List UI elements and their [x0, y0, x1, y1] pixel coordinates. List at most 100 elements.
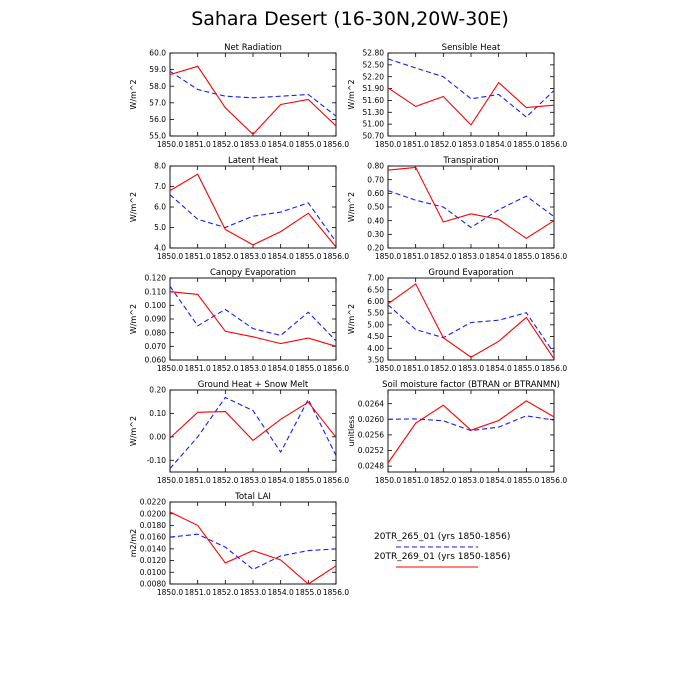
canopy-evaporation-series-20tr-265-01: [169, 285, 337, 342]
sensible-heat-y-tick-label: 51.30: [363, 108, 385, 117]
net-radiation-plot-frame: [169, 52, 337, 137]
ground-heat-snow-melt-title: Ground Heat + Snow Melt: [198, 380, 309, 390]
soil-moisture-factor-btran-or-btranmn-series-20tr-265-01: [387, 415, 555, 432]
chart-panel-ground-heat-snow-melt: Ground Heat + Snow Melt W/m^2 1850.0 1851.0…: [129, 380, 349, 485]
ground-heat-snow-melt-x-tick-label: 1856.0: [323, 476, 349, 485]
ground-evaporation-x-tick-label: 1855.0: [513, 364, 539, 373]
latent-heat-y-tick-label: 5.0: [154, 223, 166, 232]
transpiration-x-tick-label: 1851.0: [403, 252, 429, 261]
ground-heat-snow-melt-x-tick-label: 1852.0: [212, 476, 238, 485]
total-lai-title: Total LAI: [234, 492, 271, 502]
total-lai-y-tick-label: 0.0160: [140, 533, 166, 542]
latent-heat-x-tick-label: 1856.0: [323, 252, 349, 261]
canopy-evaporation-x-tick-label: 1852.0: [212, 364, 238, 373]
sensible-heat-y-tick-label: 51.60: [363, 96, 385, 105]
transpiration-series-20tr-269-01: [387, 166, 555, 240]
canopy-evaporation-y-tick-label: 0.110: [145, 287, 167, 296]
canopy-evaporation-series-20tr-269-01: [169, 291, 337, 347]
transpiration-x-tick-label: 1856.0: [541, 252, 567, 261]
soil-moisture-factor-btran-or-btranmn-x-tick-label: 1850.0: [375, 476, 401, 485]
ground-heat-snow-melt-plot-frame: [169, 389, 337, 473]
ground-evaporation-ylabel: W/m^2: [347, 304, 356, 334]
net-radiation-x-tick-label: 1850.0: [157, 140, 183, 149]
total-lai-y-tick-label: 0.0200: [140, 509, 166, 518]
ground-heat-snow-melt-y-tick-label: 0.00: [149, 432, 166, 441]
net-radiation-x-tick-label: 1851.0: [185, 140, 211, 149]
ground-heat-snow-melt-y-tick-label: 0.10: [149, 409, 166, 418]
net-radiation-x-tick-label: 1853.0: [240, 140, 266, 149]
latent-heat-x-tick-label: 1851.0: [185, 252, 211, 261]
transpiration-y-tick-label: 0.60: [367, 189, 384, 198]
ground-evaporation-y-tick-label: 4.50: [367, 332, 384, 341]
canopy-evaporation-y-tick-label: 0.090: [145, 315, 167, 324]
latent-heat-y-tick-label: 8.0: [154, 162, 166, 171]
legend-label-20tr-269-01-yrs-1850-1856: 20TR_269_01 (yrs 1850-1856): [374, 552, 510, 562]
net-radiation-x-tick-label: 1856.0: [323, 140, 349, 149]
latent-heat-x-tick-label: 1855.0: [295, 252, 321, 261]
sensible-heat-y-tick-label: 51.90: [363, 84, 385, 93]
ground-evaporation-y-tick-label: 6.00: [367, 297, 384, 306]
sensible-heat-series-20tr-269-01: [387, 81, 555, 126]
chart-panel-ground-evaporation: Ground Evaporation W/m^2 1850.0 1851.0 1852.…: [347, 268, 567, 373]
total-lai-y-tick-label: 0.0140: [140, 544, 166, 553]
sensible-heat-x-tick-label: 1850.0: [375, 140, 401, 149]
total-lai-x-tick-label: 1852.0: [212, 588, 238, 597]
sensible-heat-ylabel: W/m^2: [347, 79, 356, 109]
ground-evaporation-y-tick-label: 6.50: [367, 285, 384, 294]
ground-evaporation-y-tick-label: 5.00: [367, 320, 384, 329]
canopy-evaporation-y-tick-label: 0.060: [145, 356, 167, 365]
net-radiation-y-tick-label: 58.0: [149, 82, 166, 91]
chart-legend: 20TR_265_01 (yrs 1850-1856) 20TR_269_01 (…: [374, 532, 510, 568]
latent-heat-plot-frame: [169, 165, 337, 249]
chart-panel-transpiration: Transpiration W/m^2 1850.0 1851.0 1852.0 1853…: [347, 156, 567, 261]
canopy-evaporation-ylabel: W/m^2: [129, 304, 138, 334]
ground-heat-snow-melt-x-tick-label: 1853.0: [240, 476, 266, 485]
latent-heat-series-20tr-265-01: [169, 194, 337, 243]
total-lai-y-tick-label: 0.0220: [140, 498, 166, 507]
ground-heat-snow-melt-x-tick-label: 1855.0: [295, 476, 321, 485]
total-lai-ylabel: m2/m2: [129, 529, 138, 557]
total-lai-x-tick-label: 1856.0: [323, 588, 349, 597]
latent-heat-y-tick-label: 4.0: [154, 244, 166, 253]
latent-heat-y-tick-label: 7.0: [154, 182, 166, 191]
soil-moisture-factor-btran-or-btranmn-y-tick-label: 0.0248: [358, 462, 384, 471]
canopy-evaporation-x-tick-label: 1855.0: [295, 364, 321, 373]
chart-panel-canopy-evaporation: Canopy Evaporation W/m^2 1850.0 1851.0 1852.…: [129, 268, 349, 373]
soil-moisture-factor-btran-or-btranmn-x-tick-label: 1852.0: [430, 476, 456, 485]
net-radiation-ylabel: W/m^2: [129, 79, 138, 109]
transpiration-ylabel: W/m^2: [347, 192, 356, 222]
ground-evaporation-x-tick-label: 1851.0: [403, 364, 429, 373]
soil-moisture-factor-btran-or-btranmn-series-20tr-269-01: [387, 400, 555, 464]
ground-heat-snow-melt-x-tick-label: 1850.0: [157, 476, 183, 485]
total-lai-x-tick-label: 1853.0: [240, 588, 266, 597]
net-radiation-y-tick-label: 59.0: [149, 65, 166, 74]
soil-moisture-factor-btran-or-btranmn-y-tick-label: 0.0256: [358, 431, 384, 440]
sensible-heat-y-tick-label: 50.70: [363, 132, 385, 141]
ground-evaporation-y-tick-label: 4.00: [367, 344, 384, 353]
latent-heat-x-tick-label: 1850.0: [157, 252, 183, 261]
total-lai-plot-frame: [169, 501, 337, 585]
net-radiation-y-tick-label: 57.0: [149, 98, 166, 107]
sensible-heat-series-20tr-265-01: [387, 58, 555, 118]
sensible-heat-x-tick-label: 1854.0: [486, 140, 512, 149]
total-lai-x-tick-label: 1855.0: [295, 588, 321, 597]
ground-heat-snow-melt-y-tick-label: -0.10: [147, 456, 167, 465]
ground-evaporation-x-tick-label: 1850.0: [375, 364, 401, 373]
canopy-evaporation-y-tick-label: 0.100: [145, 301, 167, 310]
transpiration-x-tick-label: 1853.0: [458, 252, 484, 261]
canopy-evaporation-x-tick-label: 1853.0: [240, 364, 266, 373]
ground-evaporation-y-tick-label: 3.50: [367, 356, 384, 365]
net-radiation-x-tick-label: 1852.0: [212, 140, 238, 149]
net-radiation-series-20tr-265-01: [169, 70, 337, 117]
net-radiation-series-20tr-269-01: [169, 65, 337, 136]
ground-evaporation-series-20tr-265-01: [387, 304, 555, 354]
sensible-heat-x-tick-label: 1855.0: [513, 140, 539, 149]
sensible-heat-y-tick-label: 52.80: [363, 49, 385, 58]
ground-evaporation-x-tick-label: 1853.0: [458, 364, 484, 373]
soil-moisture-factor-btran-or-btranmn-y-tick-label: 0.0252: [358, 446, 384, 455]
net-radiation-y-tick-label: 55.0: [149, 132, 166, 141]
sensible-heat-plot-frame: [387, 52, 555, 137]
soil-moisture-factor-btran-or-btranmn-x-tick-label: 1854.0: [486, 476, 512, 485]
canopy-evaporation-x-tick-label: 1850.0: [157, 364, 183, 373]
